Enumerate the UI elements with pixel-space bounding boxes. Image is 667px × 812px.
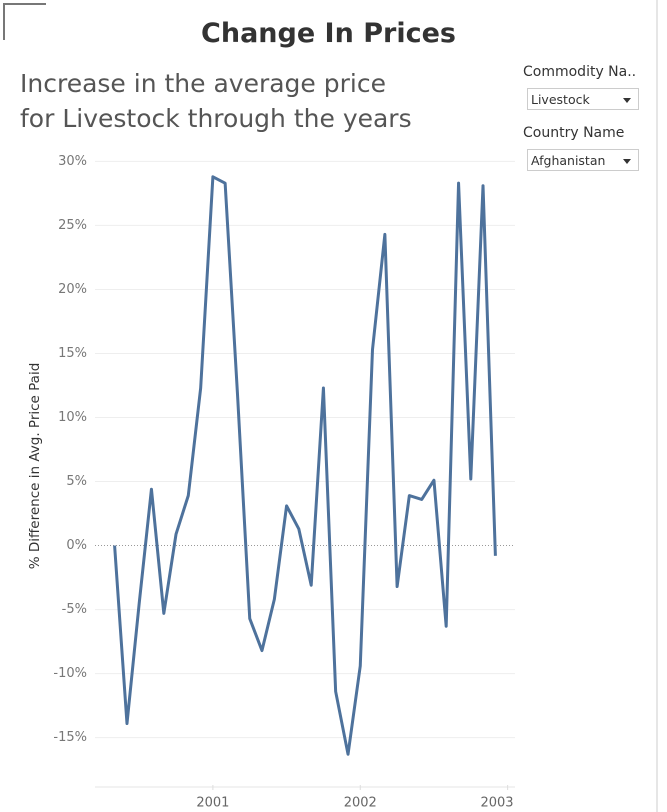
filter-dropdown[interactable]: Livestock <box>527 88 639 110</box>
line <box>113 175 497 756</box>
y-tick-label: -5% <box>62 602 87 617</box>
y-tick-label: -15% <box>53 730 87 745</box>
filter-label: Country Name <box>523 125 625 141</box>
y-tick-label: 30% <box>58 154 87 169</box>
chart-title: Increase in the average price for Livest… <box>20 69 412 133</box>
y-tick-label: 20% <box>58 282 87 297</box>
filter-label: Commodity Na.. <box>523 64 637 80</box>
y-tick-label: -10% <box>53 666 87 681</box>
filter-dropdown[interactable]: Afghanistan <box>527 149 639 171</box>
x-tick-label: 2003 <box>480 796 513 811</box>
dashboard-title: Change In Prices <box>201 18 456 49</box>
y-tick-label: 0% <box>66 538 87 553</box>
x-tick-label: 2001 <box>196 796 229 811</box>
x-tick-label: 2002 <box>344 796 377 811</box>
y-tick-label: 15% <box>58 346 87 361</box>
y-tick-label: 25% <box>58 218 87 233</box>
corner-frame <box>3 3 46 40</box>
y-tick-label: 5% <box>66 474 87 489</box>
y-tick-label: 10% <box>58 410 87 425</box>
y-axis-label: % Difference in Avg. Price Paid <box>27 363 43 570</box>
